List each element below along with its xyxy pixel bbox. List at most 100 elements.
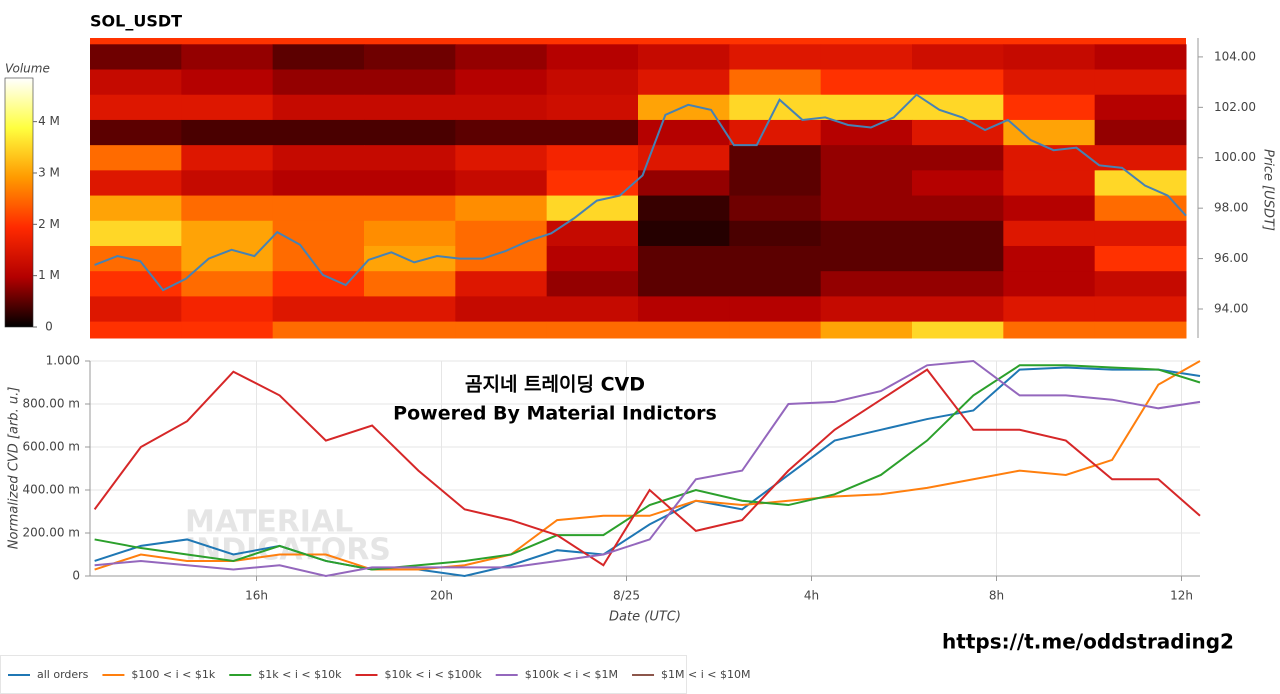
y2-tick-label: 100.00 — [1214, 150, 1256, 164]
heatmap-cell — [90, 44, 182, 71]
heatmap-cell — [364, 271, 456, 297]
heatmap-cell — [1003, 69, 1096, 96]
heatmap-cell — [1094, 44, 1187, 71]
heatmap-cell — [820, 195, 913, 222]
legend-label: $1k < i < $10k — [258, 668, 342, 681]
heatmap-cell — [181, 170, 274, 197]
y2-tick-label: 96.00 — [1214, 251, 1248, 265]
heatmap-cell — [1003, 44, 1096, 71]
heatmap-cell — [729, 170, 822, 197]
legend-label: $10k < i < $100k — [384, 668, 482, 681]
heatmap-cell — [181, 94, 274, 121]
heatmap-cell — [820, 94, 913, 121]
colorbar — [4, 77, 34, 328]
x-tick-label: 8/25 — [613, 589, 640, 603]
heatmap-cell — [1094, 94, 1187, 121]
heatmap-cell — [272, 119, 365, 146]
heatmap-cell — [181, 321, 274, 339]
heatmap-cell — [90, 94, 182, 121]
heatmap-cell — [729, 245, 822, 272]
heatmap-cell — [546, 195, 639, 222]
heatmap-cell — [272, 94, 365, 121]
y2-axis-label: Price [USDT] — [1261, 149, 1276, 231]
annotation: 곰지네 트레이딩 CVD — [465, 374, 645, 396]
heatmap-cell — [90, 195, 182, 222]
chart-title: SOL_USDT — [90, 12, 182, 31]
heatmap-cell — [820, 296, 913, 323]
heatmap-cell — [820, 220, 913, 247]
x-tick-label: 4h — [804, 589, 819, 603]
colorbar-tick-label: 1 M — [38, 268, 60, 282]
heatmap-cell — [90, 296, 182, 323]
series-line — [93, 368, 1201, 567]
heatmap-cell — [455, 69, 548, 96]
heatmap-cell — [546, 94, 639, 121]
heatmap-cell — [820, 69, 913, 96]
heatmap-cell — [364, 69, 456, 96]
heatmap-cell — [272, 296, 365, 323]
heatmap-cell — [1003, 94, 1096, 121]
heatmap-cell — [912, 170, 1004, 197]
heatmap-cell — [912, 195, 1004, 222]
heatmap-cell — [272, 69, 365, 96]
heatmap-cell — [912, 321, 1004, 339]
heatmap-cell — [729, 69, 822, 96]
heatmap-cell — [455, 220, 548, 247]
heatmap-cell — [90, 145, 182, 171]
heatmap-cell — [90, 271, 182, 297]
heatmap-cell — [272, 245, 365, 272]
series-line — [94, 364, 1201, 571]
heatmap-cell — [912, 69, 1004, 96]
heatmap-cell — [546, 321, 639, 339]
heatmap-cell — [181, 296, 274, 323]
heatmap-cell — [1094, 245, 1187, 272]
heatmap-cell — [912, 245, 1004, 272]
heatmap-cell — [546, 119, 639, 146]
legend-label: $100 < i < $1k — [131, 668, 215, 681]
x-tick-label: 20h — [430, 589, 453, 603]
heatmap-cell — [90, 220, 182, 247]
heatmap-cell — [364, 195, 456, 222]
heatmap-cell — [181, 220, 274, 247]
heatmap-cell — [455, 170, 548, 197]
series-line — [94, 359, 1201, 578]
heatmap-cell — [546, 271, 639, 297]
y2-tick-label: 98.00 — [1214, 201, 1248, 215]
heatmap-cell — [912, 271, 1004, 297]
heatmap-cell — [729, 296, 822, 323]
heatmap-cell — [729, 195, 822, 222]
heatmap-cell — [638, 119, 730, 146]
colorbar-label: Volume — [5, 62, 50, 76]
heatmap-cell — [181, 44, 274, 71]
heatmap-cell — [90, 245, 182, 272]
heatmap-cell — [181, 69, 274, 96]
heatmap-cell — [181, 271, 274, 297]
heatmap-cell — [90, 69, 182, 96]
heatmap-cell — [181, 195, 274, 222]
heatmap-cell — [1003, 195, 1096, 222]
x-tick-label: 12h — [1170, 589, 1193, 603]
y-tick-label: 200.00 m — [23, 526, 81, 540]
colorbar-tick-label: 3 M — [38, 165, 60, 179]
legend-label: $1M < i < $10M — [661, 668, 750, 681]
heatmap-cell — [181, 145, 274, 171]
heatmap-cell — [364, 94, 456, 121]
heatmap-cell — [455, 321, 548, 339]
heatmap-cell — [90, 321, 182, 339]
watermark: MATERIAL — [185, 505, 353, 540]
legend-label: all orders — [37, 668, 89, 681]
heatmap-cell — [455, 119, 548, 146]
heatmap-cell — [364, 44, 456, 71]
heatmap-cell — [729, 44, 822, 71]
heatmap-cell — [1003, 321, 1096, 339]
heatmap-cell — [1094, 195, 1187, 222]
heatmap-cell — [272, 220, 365, 247]
heatmap-cell — [820, 321, 913, 339]
heatmap-cell — [729, 321, 822, 339]
heatmap-cell — [272, 271, 365, 297]
heatmap-cell — [1003, 220, 1096, 247]
heatmap-cell — [729, 119, 822, 146]
heatmap-cell — [364, 145, 456, 171]
heatmap-cell — [638, 321, 730, 339]
